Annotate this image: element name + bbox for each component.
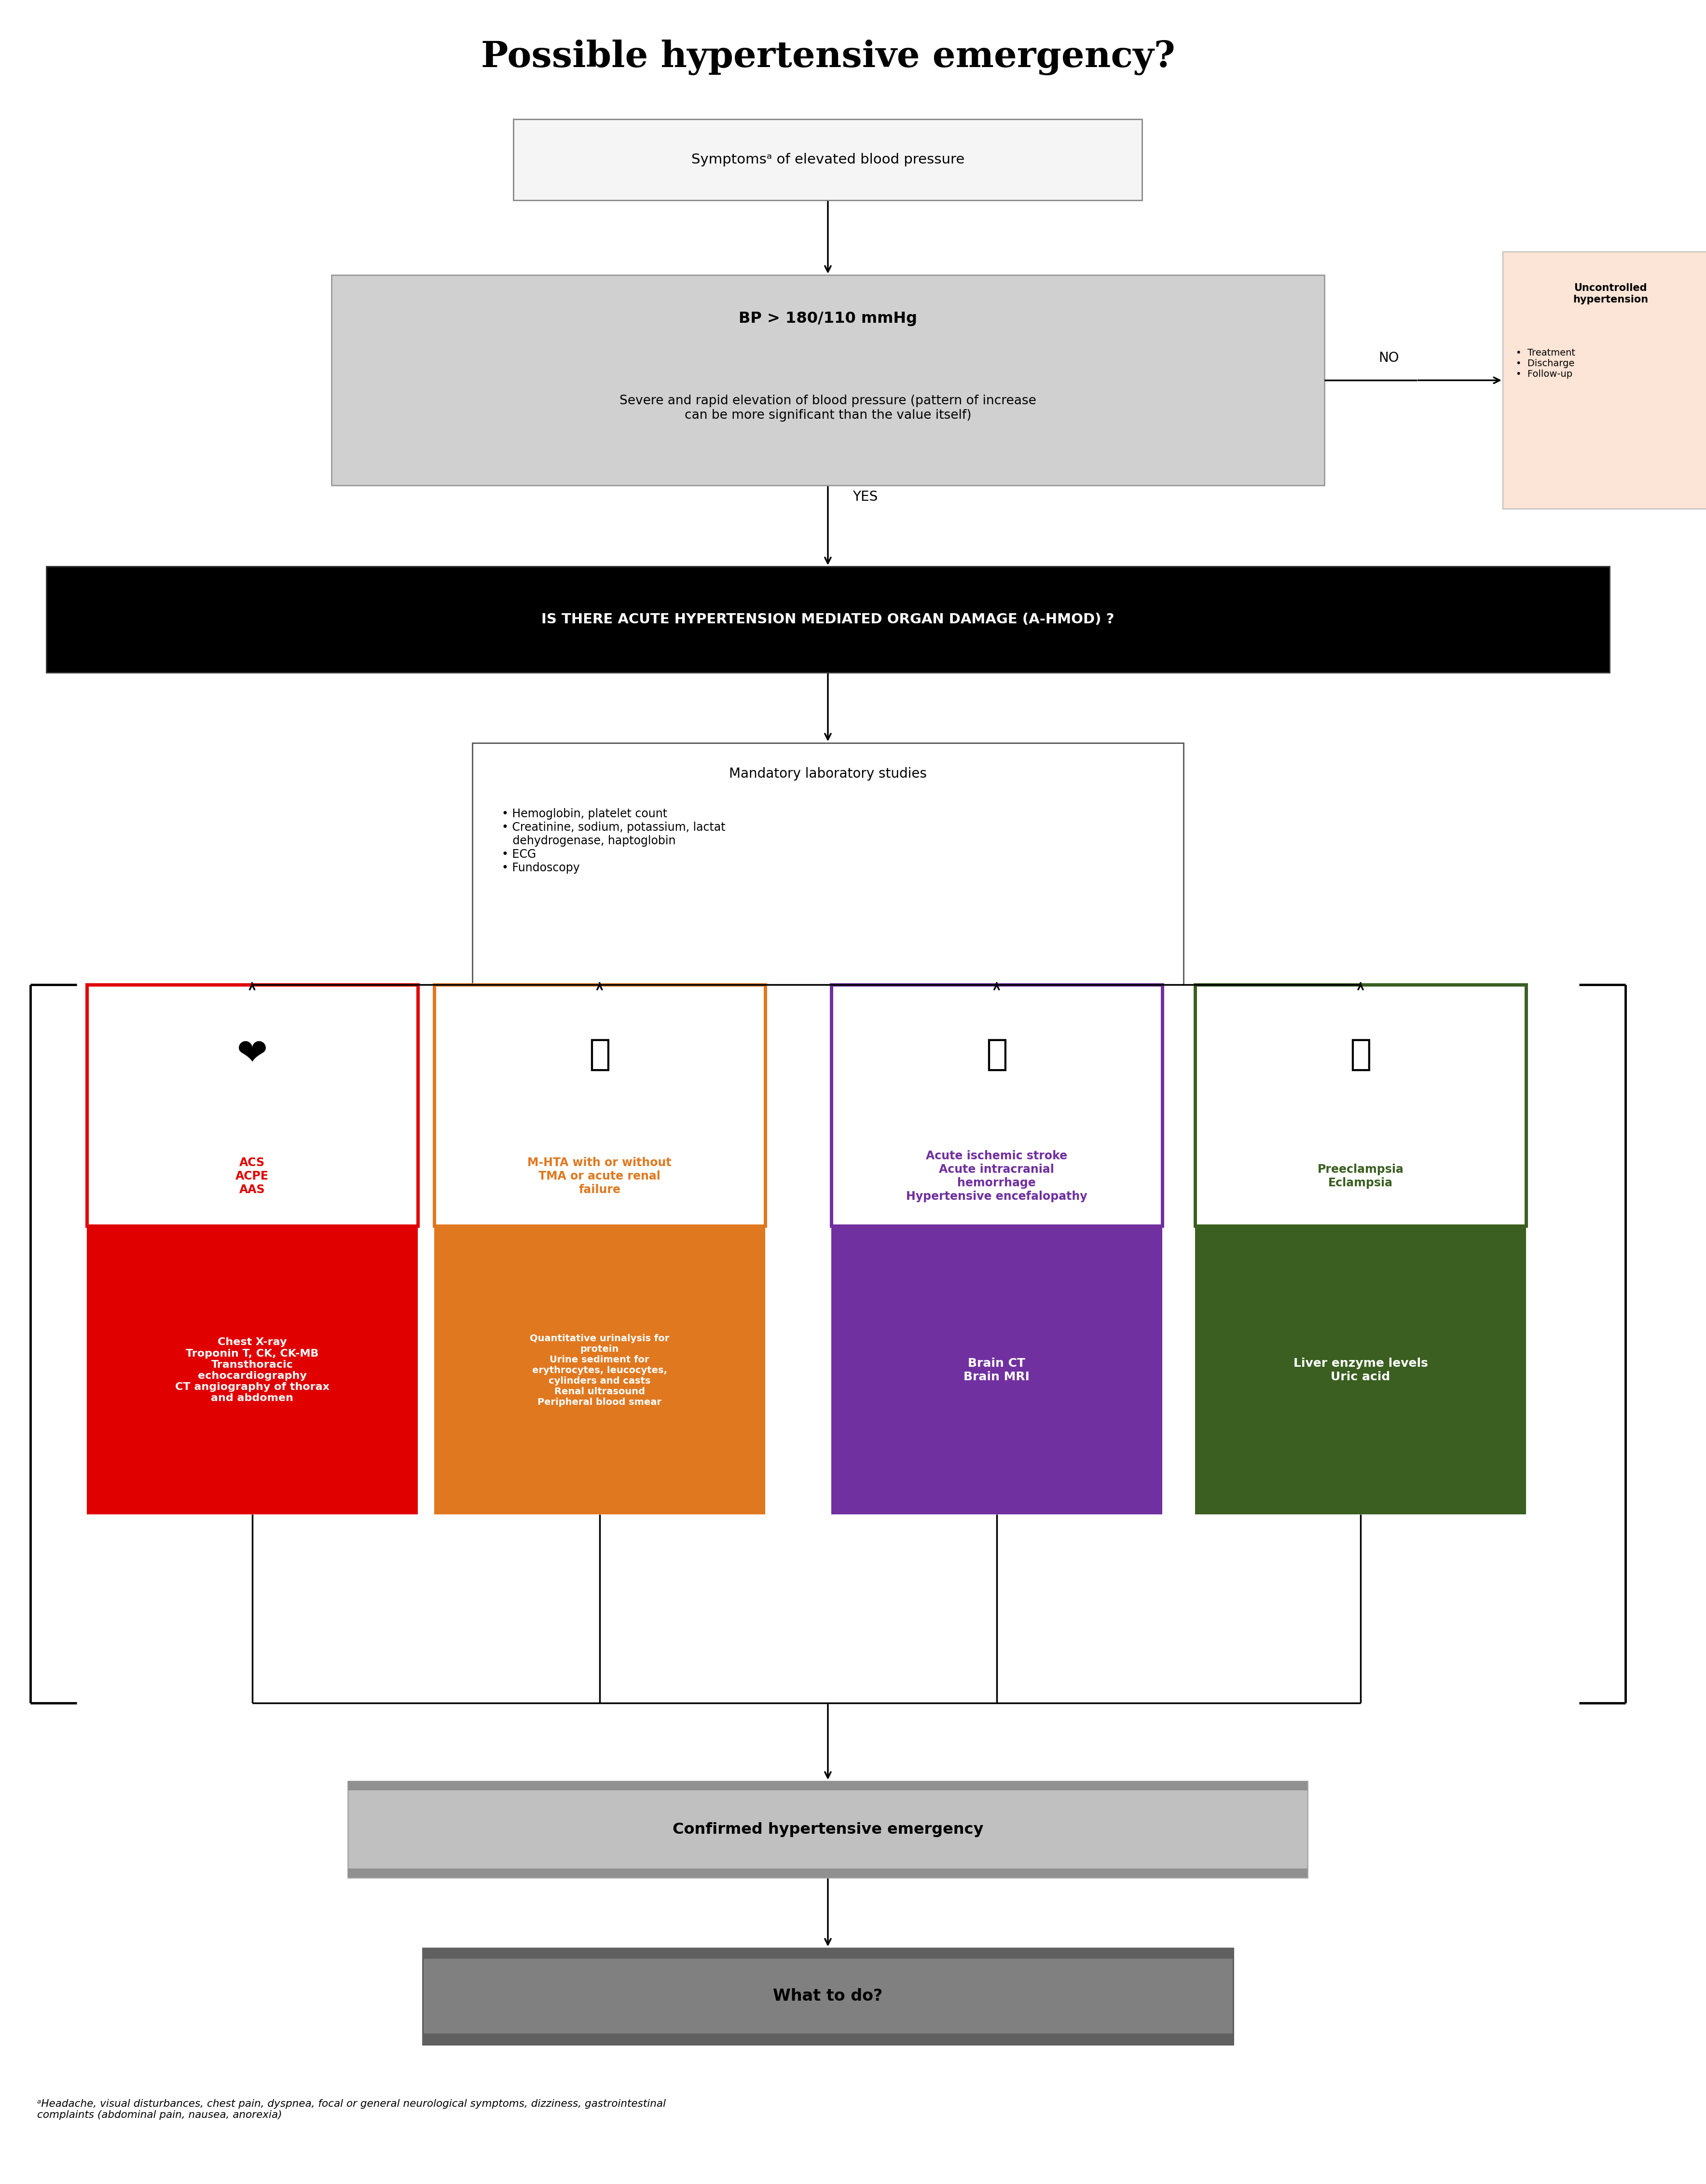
Text: M-HTA with or without
TMA or acute renal
failure: M-HTA with or without TMA or acute renal… <box>527 1158 672 1195</box>
Text: NO: NO <box>1378 352 1399 365</box>
FancyBboxPatch shape <box>1503 251 1706 509</box>
Text: ACS
ACPE
AAS: ACS ACPE AAS <box>235 1158 270 1195</box>
Text: Acute ischemic stroke
Acute intracranial
hemorrhage
Hypertensive encefalopathy: Acute ischemic stroke Acute intracranial… <box>906 1151 1087 1201</box>
Text: What to do?: What to do? <box>773 1987 882 2005</box>
Text: •  Treatment
•  Discharge
•  Follow-up: • Treatment • Discharge • Follow-up <box>1517 347 1575 378</box>
FancyBboxPatch shape <box>831 1225 1162 1514</box>
FancyBboxPatch shape <box>348 1782 1309 1791</box>
Text: ❤️: ❤️ <box>237 1037 268 1072</box>
FancyBboxPatch shape <box>473 743 1184 985</box>
Text: 🫘: 🫘 <box>589 1037 611 1072</box>
FancyBboxPatch shape <box>423 2033 1233 2044</box>
Text: Brain CT
Brain MRI: Brain CT Brain MRI <box>964 1358 1030 1382</box>
FancyBboxPatch shape <box>423 1948 1233 1959</box>
FancyBboxPatch shape <box>433 1225 764 1514</box>
Text: Severe and rapid elevation of blood pressure (pattern of increase
can be more si: Severe and rapid elevation of blood pres… <box>619 395 1036 422</box>
Text: Liver enzyme levels
Uric acid: Liver enzyme levels Uric acid <box>1293 1358 1428 1382</box>
FancyBboxPatch shape <box>514 120 1143 131</box>
FancyBboxPatch shape <box>331 275 1324 485</box>
FancyBboxPatch shape <box>87 985 418 1225</box>
FancyBboxPatch shape <box>87 1225 418 1514</box>
Text: Mandatory laboratory studies: Mandatory laboratory studies <box>728 767 926 780</box>
Text: Quantitative urinalysis for
protein
Urine sediment for
erythrocytes, leucocytes,: Quantitative urinalysis for protein Urin… <box>531 1334 669 1406</box>
Text: 🌸: 🌸 <box>1349 1037 1372 1072</box>
Text: Confirmed hypertensive emergency: Confirmed hypertensive emergency <box>672 1821 983 1837</box>
FancyBboxPatch shape <box>514 120 1143 201</box>
Text: 🧠: 🧠 <box>986 1037 1008 1072</box>
FancyBboxPatch shape <box>1196 1225 1527 1514</box>
FancyBboxPatch shape <box>433 985 764 1225</box>
FancyBboxPatch shape <box>348 1867 1309 1878</box>
Text: Possible hypertensive emergency?: Possible hypertensive emergency? <box>481 39 1175 74</box>
Text: Preeclampsia
Eclampsia: Preeclampsia Eclampsia <box>1317 1164 1404 1188</box>
Text: Uncontrolled
hypertension: Uncontrolled hypertension <box>1573 284 1648 304</box>
Text: Chest X-ray
Troponin T, CK, CK-MB
Transthoracic
echocardiography
CT angiography : Chest X-ray Troponin T, CK, CK-MB Transt… <box>176 1337 329 1402</box>
Text: YES: YES <box>853 489 879 505</box>
FancyBboxPatch shape <box>1196 985 1527 1225</box>
Text: ᵃHeadache, visual disturbances, chest pain, dyspnea, focal or general neurologic: ᵃHeadache, visual disturbances, chest pa… <box>38 2099 665 2121</box>
Text: Symptomsᵃ of elevated blood pressure: Symptomsᵃ of elevated blood pressure <box>691 153 964 166</box>
Text: • Hemoglobin, platelet count
• Creatinine, sodium, potassium, lactat
   dehydrog: • Hemoglobin, platelet count • Creatinin… <box>502 808 725 874</box>
Text: IS THERE ACUTE HYPERTENSION MEDIATED ORGAN DAMAGE (A-HMOD) ?: IS THERE ACUTE HYPERTENSION MEDIATED ORG… <box>541 614 1114 627</box>
FancyBboxPatch shape <box>46 566 1609 673</box>
Text: BP > 180/110 mmHg: BP > 180/110 mmHg <box>739 312 918 325</box>
FancyBboxPatch shape <box>831 985 1162 1225</box>
FancyBboxPatch shape <box>514 190 1143 201</box>
FancyBboxPatch shape <box>423 1948 1233 2044</box>
FancyBboxPatch shape <box>348 1782 1309 1878</box>
